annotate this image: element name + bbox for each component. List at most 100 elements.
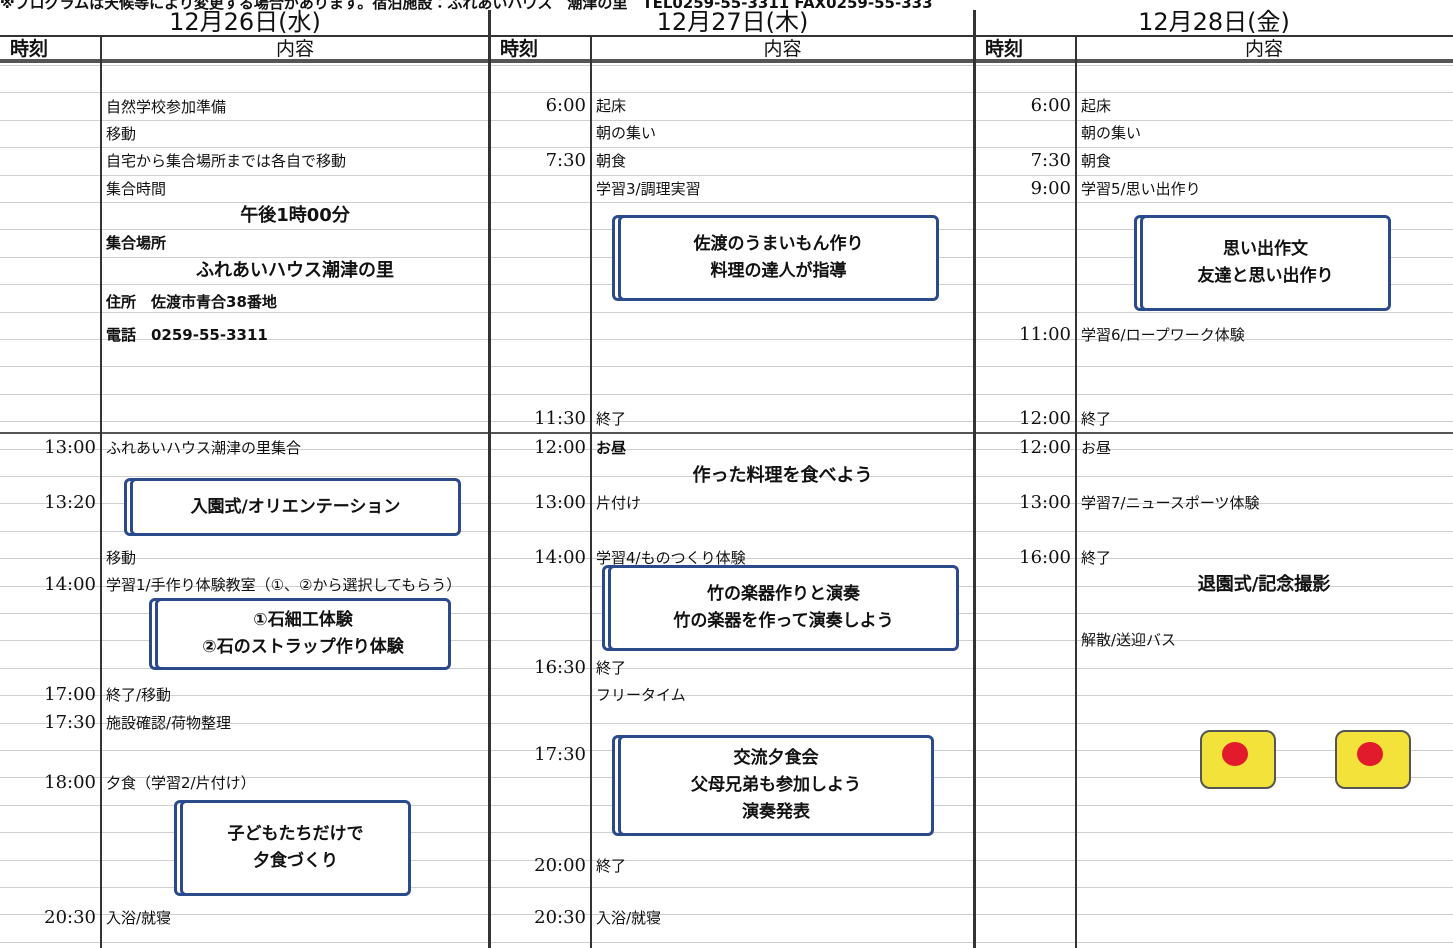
bus-heart bbox=[1357, 742, 1383, 766]
day-divider bbox=[488, 10, 491, 948]
box-line: 思い出作文 bbox=[1223, 239, 1308, 259]
day-date: 12月27日(木) bbox=[656, 8, 809, 36]
schedule-item: 学習7/ニュースポーツ体験 bbox=[1081, 494, 1260, 512]
rule-line bbox=[0, 119, 1453, 121]
schedule-item: 終了 bbox=[596, 659, 627, 677]
schedule-item: 起床 bbox=[596, 97, 627, 115]
schedule-item: お昼 bbox=[596, 439, 627, 457]
activity-box: 子どもたちだけで 夕食づくり bbox=[180, 800, 411, 896]
time-label: 9:00 bbox=[1030, 178, 1071, 199]
column-header: 時刻 bbox=[500, 38, 539, 60]
schedule-item: 移動 bbox=[106, 549, 137, 567]
rule-line bbox=[0, 92, 1453, 94]
time-label: 7:30 bbox=[545, 150, 586, 171]
time-label: 17:30 bbox=[534, 744, 586, 765]
day-divider bbox=[973, 10, 976, 948]
time-label: 13:00 bbox=[1019, 492, 1071, 513]
schedule-item: 学習5/思い出作り bbox=[1081, 180, 1201, 198]
box-line: 夕食づくり bbox=[253, 851, 338, 871]
time-label: 17:30 bbox=[44, 712, 96, 733]
time-label: 12:00 bbox=[1019, 408, 1071, 429]
time-label: 16:30 bbox=[534, 657, 586, 678]
schedule-item: 住所 佐渡市青合38番地 bbox=[106, 293, 277, 311]
schedule-item: 集合時間 bbox=[106, 180, 167, 198]
time-label: 16:00 bbox=[1019, 547, 1071, 568]
time-label: 13:00 bbox=[44, 437, 96, 458]
schedule-item: 入浴/就寝 bbox=[596, 909, 662, 927]
activity-box: 佐渡のうまいもん作り 料理の達人が指導 bbox=[618, 215, 939, 301]
schedule-item: 退園式/記念撮影 bbox=[1197, 574, 1331, 595]
box-line: 子どもたちだけで bbox=[227, 824, 364, 844]
schedule-item: 自宅から集合場所までは各自で移動 bbox=[106, 152, 347, 170]
rule-line bbox=[0, 859, 1453, 861]
schedule-item: 起床 bbox=[1081, 97, 1112, 115]
rule-line bbox=[0, 887, 1453, 888]
schedule-item: お昼 bbox=[1081, 439, 1112, 457]
header-line bbox=[0, 35, 1453, 37]
schedule-item: ふれあいハウス潮津の里集合 bbox=[106, 439, 302, 457]
box-line: ①石細工体験 bbox=[253, 610, 353, 630]
schedule-item: 作った料理を食べよう bbox=[692, 465, 873, 486]
rule-line bbox=[0, 941, 1453, 943]
time-label: 6:00 bbox=[1030, 95, 1071, 116]
schedule-item: 電話 0259-55-3311 bbox=[106, 326, 268, 344]
time-label: 13:20 bbox=[44, 492, 96, 513]
box-line: 料理の達人が指導 bbox=[710, 261, 847, 281]
time-label: 20:30 bbox=[44, 907, 96, 928]
column-header: 内容 bbox=[1244, 38, 1283, 60]
rule-line bbox=[0, 558, 1453, 560]
rule-line bbox=[0, 695, 1453, 697]
schedule-item: 朝の集い bbox=[1081, 124, 1142, 142]
time-label: 17:00 bbox=[44, 684, 96, 705]
box-line: 交流夕食会 bbox=[733, 748, 819, 768]
column-header: 時刻 bbox=[10, 38, 49, 60]
activity-box: ①石細工体験 ②石のストラップ作り体験 bbox=[155, 598, 451, 670]
time-label: 6:00 bbox=[545, 95, 586, 116]
box-line: 父母兄弟も参加しよう bbox=[691, 775, 861, 795]
time-label: 11:30 bbox=[534, 408, 586, 429]
bus-icon bbox=[1200, 730, 1276, 789]
activity-box: 竹の楽器作りと演奏竹の楽器を作って演奏しよう bbox=[608, 565, 959, 651]
time-label: 12:00 bbox=[1019, 437, 1071, 458]
box-line: 竹の楽器を作って演奏しよう bbox=[673, 611, 894, 631]
rule-line bbox=[0, 421, 1453, 423]
schedule-item: 終了/移動 bbox=[106, 686, 172, 704]
time-label: 14:00 bbox=[44, 574, 96, 595]
rule-line bbox=[0, 722, 1453, 724]
rule-line bbox=[0, 174, 1453, 176]
day-date: 12月28日(金) bbox=[1138, 8, 1290, 36]
box-line: 竹の楽器作りと演奏 bbox=[707, 584, 860, 604]
rule-line bbox=[0, 530, 1453, 532]
time-label: 12:00 bbox=[534, 437, 586, 458]
section-line bbox=[0, 432, 1453, 434]
schedule-item: 入浴/就寝 bbox=[106, 909, 172, 927]
rule-line bbox=[0, 476, 1453, 477]
rule-line bbox=[0, 147, 1453, 149]
schedule-item: 午後1時00分 bbox=[240, 205, 350, 226]
activity-box: 思い出作文友達と思い出作り bbox=[1140, 215, 1391, 311]
rule-line bbox=[0, 311, 1453, 313]
schedule-item: 学習3/調理実習 bbox=[596, 180, 701, 198]
activity-box: 交流夕食会 父母兄弟も参加しよう 演奏発表 bbox=[618, 735, 934, 836]
schedule-item: 終了 bbox=[596, 857, 627, 875]
schedule-item: 朝食 bbox=[1081, 152, 1112, 170]
rule-line bbox=[0, 65, 1453, 66]
schedule-item: 集合場所 bbox=[106, 234, 167, 252]
rule-line bbox=[0, 366, 1453, 368]
rule-line bbox=[0, 667, 1453, 669]
header-line bbox=[0, 59, 1453, 63]
column-header: 内容 bbox=[763, 38, 802, 60]
schedule-item: 学習6/ロープワーク体験 bbox=[1081, 326, 1245, 344]
box-line: 友達と思い出作り bbox=[1197, 266, 1334, 286]
rule-line bbox=[0, 393, 1453, 395]
column-divider bbox=[590, 35, 592, 948]
schedule-item: 学習4/ものつくり体験 bbox=[596, 549, 746, 567]
time-label: 14:00 bbox=[534, 547, 586, 568]
rule-line bbox=[0, 503, 1453, 505]
schedule-item: 片付け bbox=[596, 494, 642, 512]
time-label: 20:30 bbox=[534, 907, 586, 928]
schedule-item: フリータイム bbox=[596, 686, 686, 704]
schedule-item: 終了 bbox=[596, 410, 627, 428]
activity-box: 入園式/オリエンテーション bbox=[130, 478, 461, 536]
